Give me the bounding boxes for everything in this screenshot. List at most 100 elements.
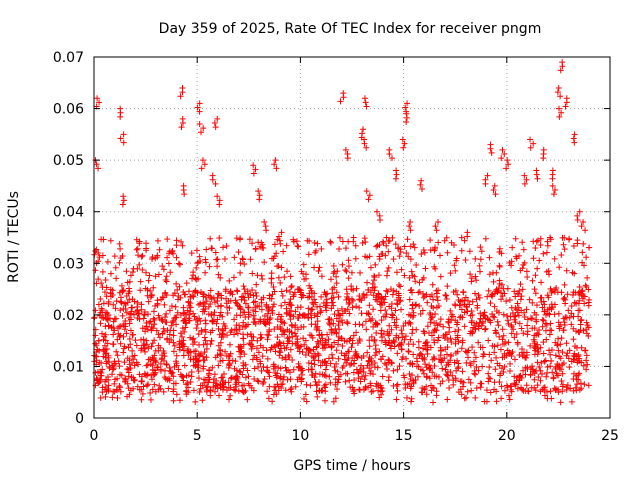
data-point: [361, 140, 368, 147]
data-point: [468, 319, 475, 326]
data-point: [350, 297, 357, 304]
data-point: [203, 384, 210, 391]
data-point: [215, 362, 222, 369]
data-point: [447, 270, 454, 277]
data-point: [388, 360, 395, 367]
data-point: [535, 373, 542, 380]
data-point: [132, 337, 139, 344]
data-point: [422, 361, 429, 368]
data-point: [260, 294, 267, 301]
data-point: [297, 343, 304, 350]
data-point: [170, 292, 177, 299]
data-point: [386, 150, 393, 157]
data-point: [138, 306, 145, 313]
data-point: [258, 367, 265, 374]
data-point: [493, 307, 500, 314]
data-point: [198, 129, 205, 136]
data-point: [552, 187, 559, 194]
data-point: [424, 373, 431, 380]
data-point: [117, 332, 124, 339]
data-point: [264, 355, 271, 362]
data-point: [181, 362, 188, 369]
data-point: [514, 385, 521, 392]
data-point: [417, 310, 424, 317]
data-point: [273, 250, 280, 257]
data-point: [542, 327, 549, 334]
data-point: [433, 227, 440, 234]
data-point: [353, 285, 360, 292]
data-point: [372, 352, 379, 359]
data-point: [371, 336, 378, 343]
data-point: [378, 337, 385, 344]
data-point: [120, 349, 127, 356]
data-point: [276, 352, 283, 359]
data-point: [102, 311, 109, 318]
data-point: [363, 291, 370, 298]
data-point: [555, 335, 562, 342]
data-point: [161, 353, 168, 360]
data-point: [234, 300, 241, 307]
data-point: [346, 299, 353, 306]
data-point: [498, 296, 505, 303]
data-point: [372, 261, 379, 268]
data-point: [461, 301, 468, 308]
data-point: [314, 240, 321, 247]
data-point: [464, 308, 471, 315]
data-point: [314, 310, 321, 317]
data-point: [251, 365, 258, 372]
data-point: [97, 309, 104, 316]
data-point: [494, 342, 501, 349]
data-point: [149, 325, 156, 332]
data-point: [344, 320, 351, 327]
data-point: [434, 322, 441, 329]
data-point: [119, 288, 126, 295]
data-point: [222, 348, 229, 355]
data-point: [127, 272, 134, 279]
data-point: [382, 307, 389, 314]
data-point: [444, 249, 451, 256]
data-point: [288, 302, 295, 309]
data-point: [574, 216, 581, 223]
data-point: [519, 239, 526, 246]
data-point: [498, 395, 505, 402]
data-point: [313, 381, 320, 388]
data-point: [348, 283, 355, 290]
data-point: [92, 332, 99, 339]
data-point: [232, 358, 239, 365]
data-point: [560, 360, 567, 367]
data-point: [268, 295, 275, 302]
data-point: [259, 241, 266, 248]
y-tick-label: 0.02: [53, 308, 84, 324]
data-point: [364, 349, 371, 356]
data-point: [215, 325, 222, 332]
data-point: [114, 352, 121, 359]
data-point: [424, 351, 431, 358]
data-point: [352, 255, 359, 262]
data-point: [138, 378, 145, 385]
data-point: [444, 344, 451, 351]
data-point: [111, 380, 118, 387]
data-point: [530, 255, 537, 262]
data-point: [441, 237, 448, 244]
data-point: [181, 291, 188, 298]
data-point: [124, 393, 131, 400]
data-point: [124, 366, 131, 373]
data-point: [226, 361, 233, 368]
data-point: [154, 364, 161, 371]
data-point: [235, 388, 242, 395]
data-point: [268, 279, 275, 286]
data-point: [533, 171, 540, 178]
data-point: [547, 363, 554, 370]
data-point: [387, 345, 394, 352]
data-point: [431, 339, 438, 346]
data-point: [178, 124, 185, 131]
data-point: [305, 311, 312, 318]
data-point: [220, 380, 227, 387]
data-point: [212, 124, 219, 131]
data-point: [209, 364, 216, 371]
data-point: [239, 256, 246, 263]
data-point: [350, 360, 357, 367]
data-point: [191, 339, 198, 346]
data-point: [460, 379, 467, 386]
data-point: [204, 383, 211, 390]
